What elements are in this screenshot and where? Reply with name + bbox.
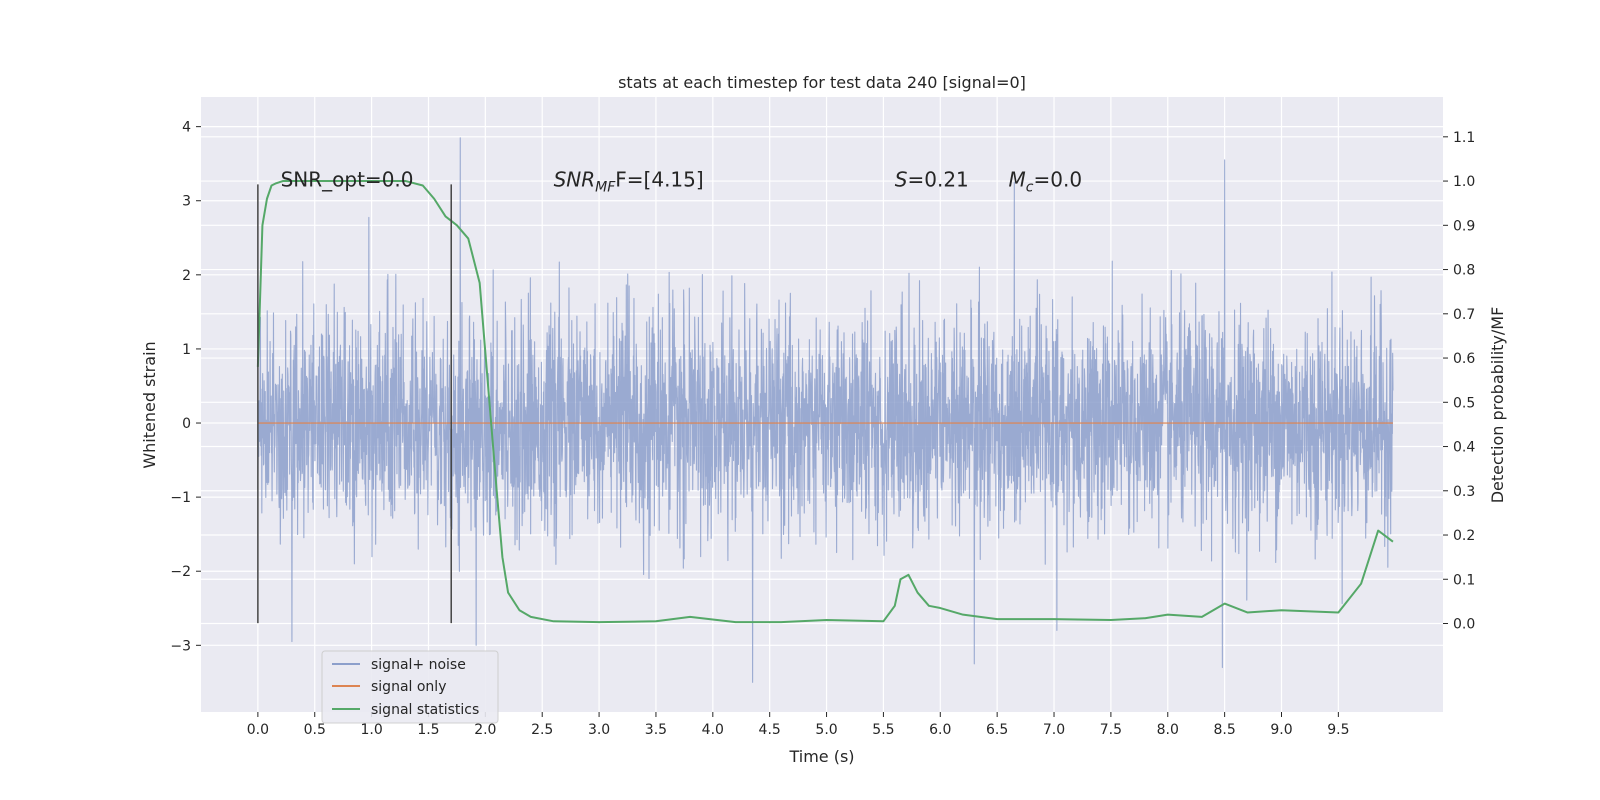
annotation: SNRMFF=[4.15] [554,168,704,196]
x-tick-label: 9.5 [1327,722,1349,738]
legend-label-signal-statistics: signal statistics [371,702,479,718]
y2-tick-label: 0.0 [1453,617,1475,633]
legend-label-signal-noise: signal+ noise [371,657,466,673]
y-tick-label: 0 [182,416,191,432]
x-tick-label: 0.0 [247,722,269,738]
series-signal-statistics [256,180,1394,624]
chart-title: stats at each timestep for test data 240… [618,73,1026,92]
y2-tick-label: 0.6 [1453,351,1475,367]
y2-tick-label: 0.7 [1453,307,1475,323]
x-tick-label: 4.0 [702,722,724,738]
marker-lines [257,184,452,624]
x-tick-label: 1.0 [360,722,382,738]
annotation: S=0.21 [895,168,969,192]
x-tick-label: 6.0 [929,722,951,738]
x-axis-ticks: 0.0 0.5 1.0 1.5 2.0 2.5 3.0 3.5 4.0 4.5 5.0 5.5 6.0 6… [247,712,1349,738]
y-tick-label: 4 [182,120,191,136]
legend-label-signal-only: signal only [371,679,446,695]
series-signal-noise [257,137,1394,683]
y-tick-label: −1 [170,490,191,506]
y-axis-label: Whitened strain [140,341,159,468]
x-tick-label: 0.5 [304,722,326,738]
y2-tick-label: 0.4 [1453,440,1475,456]
x-tick-label: 7.0 [1043,722,1065,738]
legend-box [321,650,499,724]
annotations: SNR_opt=0.0 SNRMFF=[4.15] S=0.21 Mc=0.0 [281,168,1082,196]
signal-statistics-line [256,180,1394,624]
y2-tick-label: 0.1 [1453,572,1475,588]
y2-tick-label: 1.0 [1453,174,1475,190]
legend: signal+ noise signal only signal statist… [321,650,499,724]
series-layer [256,137,1394,683]
y-tick-label: 2 [182,268,191,284]
y2-tick-label: 0.9 [1453,218,1475,234]
y-tick-label: 3 [182,194,191,210]
x-tick-label: 8.5 [1213,722,1235,738]
x-tick-label: 6.5 [986,722,1008,738]
x-tick-label: 5.0 [815,722,837,738]
x-tick-label: 2.0 [474,722,496,738]
x-tick-label: 3.5 [645,722,667,738]
x-tick-label: 8.0 [1157,722,1179,738]
y2-tick-label: 0.5 [1453,395,1475,411]
y2-tick-label: 0.3 [1453,484,1475,500]
annotation: SNR_opt=0.0 [281,168,414,192]
y2-axis-label: Detection probability/MF [1488,307,1507,504]
x-tick-label: 5.5 [872,722,894,738]
y-axis-ticks: −3 −2 −1 0 1 2 3 4 [170,120,201,654]
signal-noise-line [257,137,1394,683]
y2-tick-label: 1.1 [1453,130,1475,146]
x-tick-label: 7.5 [1100,722,1122,738]
x-tick-label: 4.5 [759,722,781,738]
x-tick-label: 2.5 [531,722,553,738]
annotation: Mc=0.0 [1009,168,1083,196]
x-tick-label: 3.0 [588,722,610,738]
y-tick-label: 1 [182,342,191,358]
y2-tick-label: 0.8 [1453,263,1475,279]
y2-axis-ticks: 0.0 0.1 0.2 0.3 0.4 0.5 0.6 0.7 0.8 0.9 1.0 1.1 [1443,130,1475,633]
x-tick-label: 1.5 [417,722,439,738]
x-tick-label: 9.0 [1270,722,1292,738]
y-tick-label: −2 [170,564,191,580]
x-axis-label: Time (s) [788,747,854,766]
y-tick-label: −3 [170,638,191,654]
y2-tick-label: 0.2 [1453,528,1475,544]
